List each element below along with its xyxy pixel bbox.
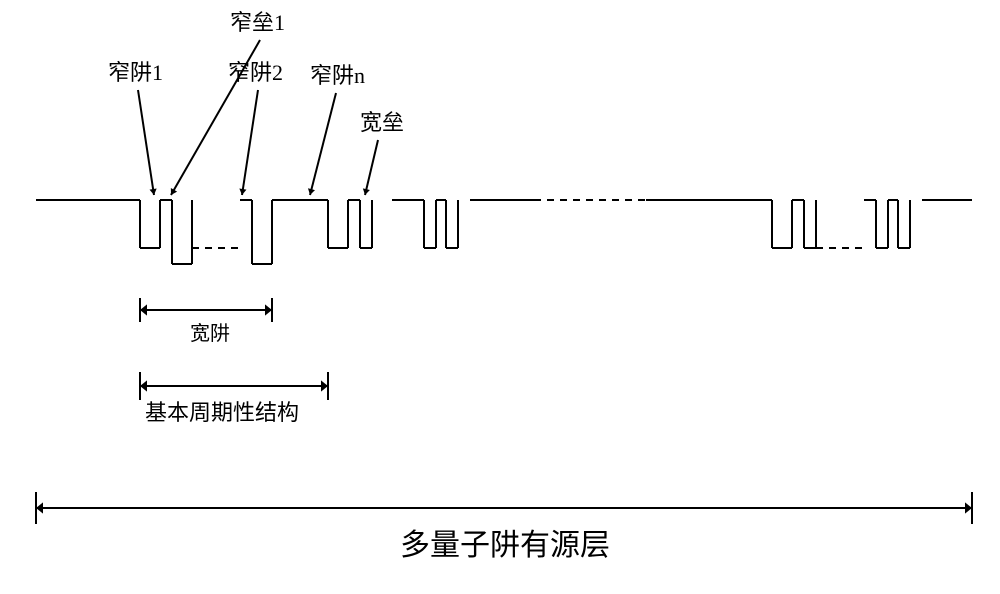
periodic-label: 基本周期性结构 — [145, 400, 299, 425]
wide-well-label: 宽阱 — [190, 322, 230, 345]
label: 窄阱2 — [228, 60, 283, 85]
label: 宽垒 — [360, 110, 404, 135]
label: 窄阱1 — [108, 60, 163, 85]
label: 窄垒1 — [230, 10, 285, 35]
bottom-label: 多量子阱有源层 — [400, 529, 610, 562]
label: 窄阱n — [310, 63, 365, 88]
